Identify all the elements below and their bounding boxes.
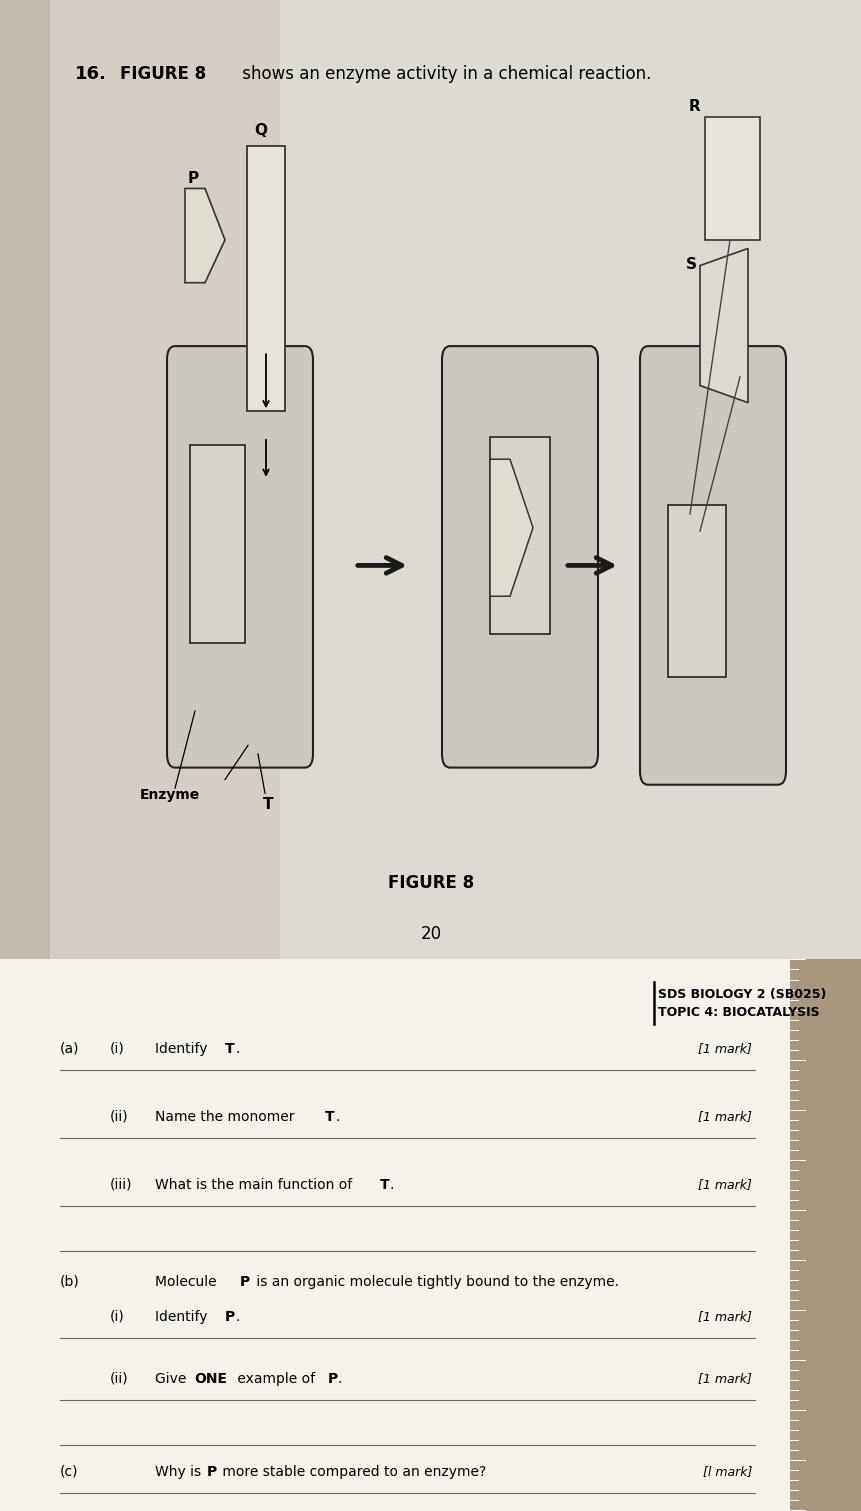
Text: T: T (263, 796, 273, 811)
Text: P: P (207, 1466, 217, 1479)
Text: ONE: ONE (194, 1372, 226, 1386)
Text: P: P (328, 1372, 338, 1386)
Text: example of: example of (232, 1372, 319, 1386)
Text: (ii): (ii) (110, 1109, 128, 1124)
Text: (i): (i) (110, 1041, 125, 1056)
FancyBboxPatch shape (50, 0, 819, 959)
Polygon shape (489, 459, 532, 597)
Text: P: P (188, 171, 199, 186)
Text: SDS BIOLOGY 2 (SB025): SDS BIOLOGY 2 (SB025) (657, 988, 826, 1000)
FancyBboxPatch shape (167, 346, 313, 768)
Text: Molecule: Molecule (155, 1275, 220, 1289)
Text: [1 mark]: [1 mark] (697, 1372, 751, 1386)
Bar (789, 959, 861, 1511)
Text: more stable compared to an enzyme?: more stable compared to an enzyme? (218, 1466, 486, 1479)
Text: 16.: 16. (75, 65, 107, 83)
Text: T: T (325, 1109, 334, 1124)
Text: Identify: Identify (155, 1041, 212, 1056)
Text: TOPIC 4: BIOCATALYSIS: TOPIC 4: BIOCATALYSIS (657, 1005, 819, 1018)
Text: (a): (a) (60, 1041, 79, 1056)
Text: Enzyme: Enzyme (139, 789, 200, 802)
Bar (489, 437, 549, 635)
FancyBboxPatch shape (280, 0, 861, 959)
Text: P: P (239, 1275, 250, 1289)
Text: (ii): (ii) (110, 1372, 128, 1386)
Text: (c): (c) (60, 1466, 78, 1479)
Text: (iii): (iii) (110, 1177, 133, 1192)
Text: is an organic molecule tightly bound to the enzyme.: is an organic molecule tightly bound to … (251, 1275, 618, 1289)
Polygon shape (185, 189, 225, 283)
Text: .: . (236, 1310, 240, 1324)
Polygon shape (699, 248, 747, 402)
Text: S: S (685, 257, 697, 272)
Text: [1 mark]: [1 mark] (697, 1310, 751, 1322)
Text: Give: Give (155, 1372, 190, 1386)
Text: (b): (b) (60, 1275, 80, 1289)
Text: Identify: Identify (155, 1310, 212, 1324)
Text: [1 mark]: [1 mark] (697, 1109, 751, 1123)
Text: .: . (336, 1109, 340, 1124)
Bar (704, 116, 759, 240)
Text: P: P (225, 1310, 235, 1324)
Text: Name the monomer: Name the monomer (155, 1109, 299, 1124)
Bar (189, 446, 245, 642)
Bar (247, 145, 285, 411)
Text: T: T (380, 1177, 389, 1192)
Text: shows an enzyme activity in a chemical reaction.: shows an enzyme activity in a chemical r… (237, 65, 651, 83)
FancyBboxPatch shape (639, 346, 785, 784)
Text: What is the main function of: What is the main function of (155, 1177, 356, 1192)
Text: Why is: Why is (155, 1466, 205, 1479)
Text: 20: 20 (420, 925, 441, 943)
Text: T: T (225, 1041, 234, 1056)
Bar (667, 506, 725, 677)
FancyBboxPatch shape (442, 346, 598, 768)
Text: [1 mark]: [1 mark] (697, 1041, 751, 1055)
Text: [l mark]: [l mark] (702, 1466, 751, 1478)
Text: Q: Q (254, 124, 267, 139)
FancyBboxPatch shape (0, 959, 789, 1511)
Text: R: R (687, 100, 699, 115)
Text: (i): (i) (110, 1310, 125, 1324)
Text: .: . (236, 1041, 240, 1056)
Text: FIGURE 8: FIGURE 8 (120, 65, 206, 83)
Text: .: . (338, 1372, 342, 1386)
Text: .: . (389, 1177, 394, 1192)
Text: FIGURE 8: FIGURE 8 (387, 873, 474, 891)
Text: [1 mark]: [1 mark] (697, 1177, 751, 1191)
